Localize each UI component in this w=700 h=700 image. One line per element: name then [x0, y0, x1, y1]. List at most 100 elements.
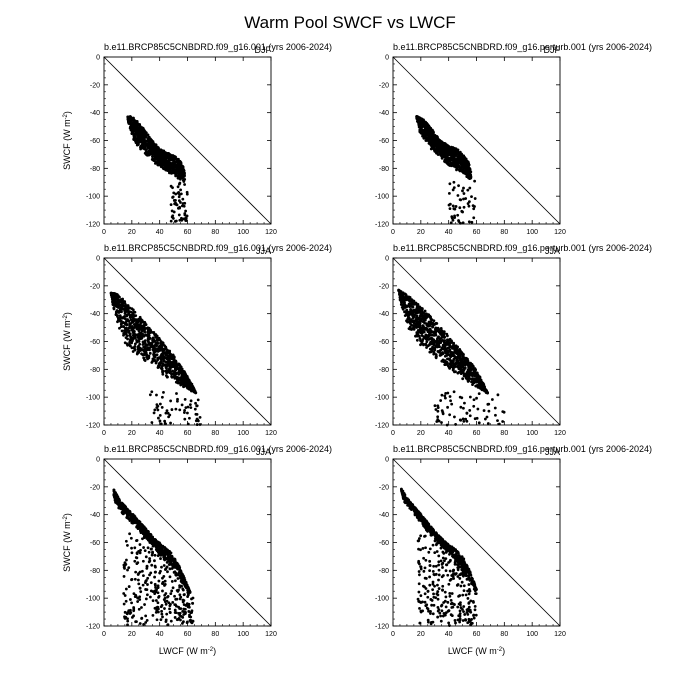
scatter-point — [437, 143, 440, 146]
scatter-point — [139, 321, 143, 325]
scatter-point — [160, 353, 163, 356]
x-tick-label: 100 — [237, 229, 249, 236]
scatter-point — [155, 393, 158, 397]
scatter-point — [424, 316, 428, 320]
scatter-panel-5: b.e11.BRCP85C5CNBDRD.f09_g16.001 (yrs 20… — [62, 444, 332, 656]
scatter-point — [157, 153, 161, 156]
scatter-point — [145, 353, 149, 357]
scatter-point — [419, 123, 423, 127]
scatter-point — [416, 325, 420, 329]
scatter-point — [148, 348, 151, 352]
scatter-point — [447, 366, 451, 369]
scatter-point — [455, 349, 459, 353]
scatter-point — [121, 315, 125, 319]
scatter-point — [487, 402, 491, 406]
scatter-point — [445, 351, 449, 355]
scatter-point — [451, 204, 455, 208]
scatter-point — [155, 347, 159, 351]
x-tick-label: 100 — [237, 430, 249, 437]
scatter-point — [472, 398, 476, 402]
scatter-point — [138, 342, 142, 346]
scatter-point — [148, 351, 152, 355]
scatter-point — [468, 172, 471, 176]
scatter-point — [124, 331, 128, 335]
scatter-point — [439, 329, 443, 333]
scatter-point — [414, 322, 418, 326]
scatter-point — [184, 209, 188, 213]
scatter-point — [143, 349, 147, 352]
scatter-point — [429, 342, 433, 346]
scatter-point — [449, 359, 453, 363]
scatter-point — [144, 139, 148, 143]
scatter-point — [472, 368, 476, 372]
scatter-point — [193, 407, 197, 411]
scatter-point — [186, 422, 190, 426]
scatter-point — [112, 301, 116, 305]
scatter-point — [151, 141, 155, 145]
scatter-point — [471, 377, 474, 381]
scatter-point — [408, 325, 412, 329]
scatter-point — [130, 307, 134, 311]
scatter-point — [180, 216, 183, 220]
scatter-point — [441, 141, 445, 145]
scatter-point — [494, 413, 497, 417]
scatter-point — [140, 318, 143, 322]
scatter-point — [419, 318, 423, 322]
scatter-point — [167, 351, 171, 354]
y-tick-label: -40 — [90, 311, 100, 318]
scatter-point — [458, 206, 462, 210]
scatter-point — [434, 322, 438, 325]
scatter-point — [430, 349, 434, 353]
scatter-point — [415, 338, 419, 342]
scatter-point — [452, 164, 456, 168]
scatter-point — [477, 392, 481, 396]
scatter-point — [147, 135, 151, 139]
scatter-point — [182, 180, 186, 183]
y-axis-label: SWCF (W m-2) — [62, 513, 72, 572]
scatter-point — [177, 199, 181, 203]
scatter-point — [448, 362, 451, 366]
y-tick-label: -20 — [379, 82, 389, 89]
scatter-point — [161, 369, 165, 373]
scatter-point — [467, 220, 471, 224]
scatter-point — [422, 136, 426, 140]
scatter-point — [464, 417, 468, 421]
scatter-point — [448, 182, 452, 186]
scatter-point — [160, 346, 164, 349]
scatter-point — [148, 341, 151, 345]
scatter-point — [457, 184, 460, 188]
scatter-point — [427, 124, 431, 128]
scatter-point — [425, 340, 429, 344]
scatter-point — [439, 145, 443, 149]
scatter-point — [153, 344, 157, 348]
scatter-point — [118, 319, 122, 323]
reference-line — [103, 458, 272, 627]
y-tick-label: -20 — [379, 283, 389, 290]
scatter-point — [431, 340, 435, 344]
scatter-point — [444, 392, 448, 395]
x-tick-label: 20 — [128, 631, 136, 638]
scatter-point — [148, 328, 151, 331]
scatter-point — [415, 316, 419, 320]
scatter-point — [186, 384, 190, 387]
scatter-point — [436, 406, 440, 409]
scatter-point — [459, 155, 463, 159]
scatter-point — [150, 361, 154, 364]
scatter-point — [465, 419, 469, 423]
scatter-point — [145, 535, 149, 539]
scatter-point — [405, 319, 408, 323]
y-tick-label: -120 — [86, 222, 100, 229]
scatter-point — [479, 386, 483, 390]
y-tick-label: 0 — [385, 256, 389, 263]
scatter-point — [440, 351, 444, 355]
scatter-point — [431, 345, 434, 349]
scatter-point — [464, 159, 468, 163]
scatter-point — [123, 300, 127, 303]
x-tick-label: 120 — [554, 430, 566, 437]
scatter-point — [146, 142, 149, 146]
scatter-point — [116, 320, 119, 324]
y-tick-label: -60 — [379, 339, 389, 346]
scatter-point — [136, 140, 140, 144]
scatter-point — [165, 409, 169, 413]
scatter-point — [433, 404, 437, 408]
